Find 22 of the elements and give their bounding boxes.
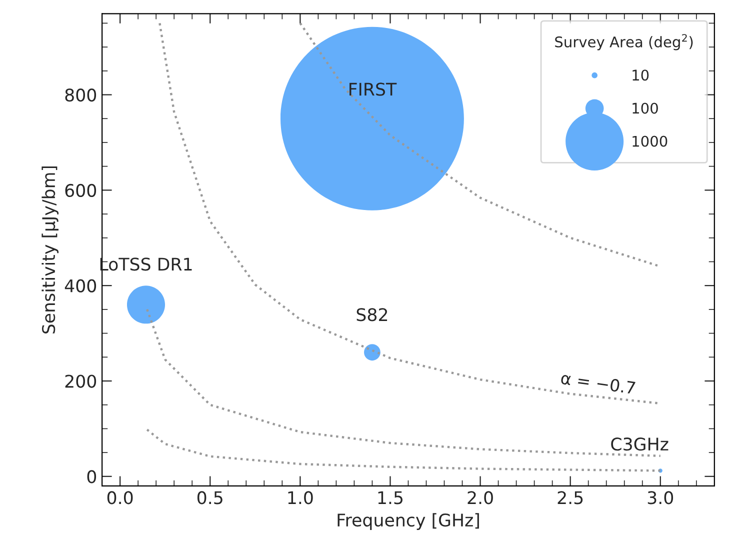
y-tick-label: 400 <box>64 279 96 292</box>
legend-title: Survey Area (deg$^{2}$) <box>555 34 693 50</box>
x-axis-title: Frequency [GHz] <box>338 513 479 530</box>
annotation: C3GHz <box>611 438 668 451</box>
x-tick-label: 2.0 <box>468 491 493 504</box>
x-tick-label: 0.5 <box>197 491 222 504</box>
annotation: FIRST <box>350 82 397 96</box>
y-tick-label: 200 <box>65 374 96 388</box>
annotation: α = −0.7 <box>560 372 636 394</box>
x-tick-label: 0.0 <box>107 491 133 504</box>
legend-label: 100 <box>632 102 658 114</box>
x-tick-label: 3.0 <box>648 491 674 504</box>
legend-label: 10 <box>632 70 649 81</box>
legend-label: 1000 <box>632 136 668 147</box>
x-tick-label: 2.5 <box>558 491 583 504</box>
x-tick-label: 1.5 <box>378 491 403 504</box>
y-tick-label: 800 <box>65 88 96 102</box>
y-tick-label: 0 <box>87 470 96 484</box>
annotation: S82 <box>356 308 388 322</box>
y-tick-label: 600 <box>65 184 96 198</box>
y-axis-title: Sensitivity [µJy/bm] <box>42 166 59 334</box>
x-tick-label: 1.0 <box>288 491 313 504</box>
